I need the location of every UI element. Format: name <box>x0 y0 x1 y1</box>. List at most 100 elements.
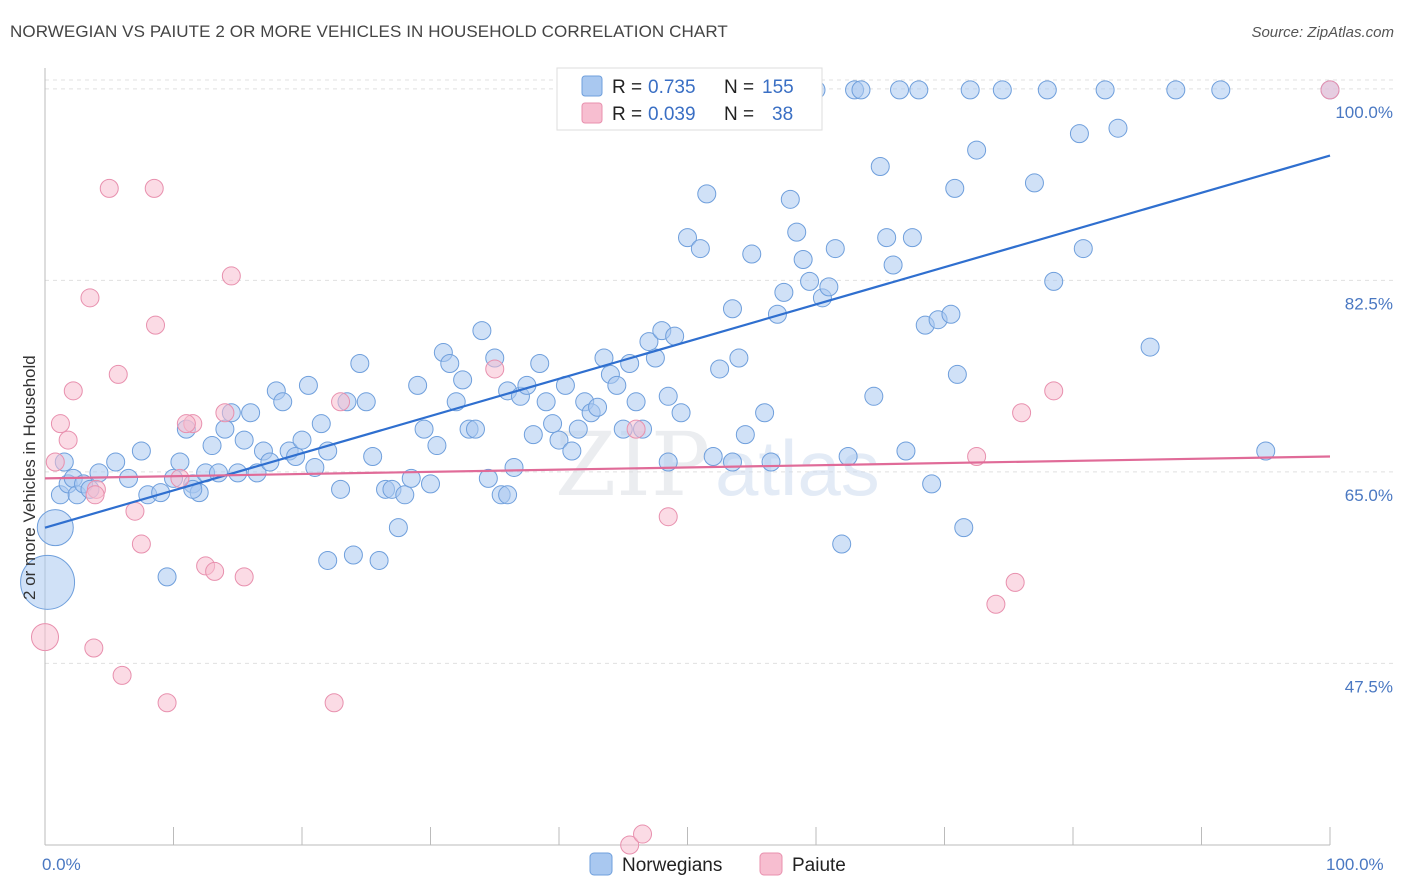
norwegians-point-12 <box>131 441 151 461</box>
norwegians-point-37 <box>298 375 318 395</box>
norwegians-point-44 <box>350 353 370 373</box>
paiute-point-24 <box>331 392 351 412</box>
norwegians-point-111 <box>793 250 813 270</box>
norwegians-point-130 <box>922 474 942 494</box>
norwegians-point-43 <box>343 545 363 565</box>
paiute-point-9 <box>108 364 128 384</box>
x-axis-ticks <box>44 827 1331 845</box>
norwegians-point-134 <box>947 364 967 384</box>
norwegians-point-47 <box>369 550 389 570</box>
correlation-legend: R = 0.735 N = 155 R = 0.039 N = 38 <box>556 67 823 131</box>
paiute-point-33 <box>1012 403 1032 423</box>
y-axis-title: 2 or more Vehicles in Household <box>20 355 39 600</box>
legend-swatch-paiute <box>581 102 603 124</box>
legend-n-label-paiute: N = <box>724 104 754 125</box>
norwegians-points <box>20 80 1340 610</box>
norwegians-point-73 <box>536 392 556 412</box>
norwegians-point-27 <box>234 430 254 450</box>
y-tick-label-3: 100.0% <box>1335 103 1393 122</box>
norwegians-point-117 <box>832 534 852 554</box>
paiute-point-5 <box>80 288 100 308</box>
legend-n-value-paiute: 38 <box>772 104 793 125</box>
norwegians-point-141 <box>1044 271 1064 291</box>
norwegians-point-95 <box>678 228 697 248</box>
norwegians-point-142 <box>1069 124 1089 144</box>
norwegians-point-133 <box>945 178 965 198</box>
paiute-point-8 <box>99 178 119 198</box>
norwegians-point-63 <box>472 321 492 341</box>
norwegians-point-15 <box>157 567 177 587</box>
norwegians-point-33 <box>273 392 293 412</box>
norwegians-point-55 <box>421 474 440 494</box>
paiute-point-26 <box>620 835 640 855</box>
bottom-legend-label-paiute: Paiute <box>792 855 846 876</box>
paiute-point-2 <box>50 414 70 434</box>
paiute-point-32 <box>1005 572 1025 592</box>
paiute-trend-line <box>44 455 1331 480</box>
paiute-point-35 <box>1320 80 1340 100</box>
norwegians-point-22 <box>202 436 222 456</box>
paiute-point-12 <box>131 534 151 554</box>
norwegians-point-110 <box>787 222 807 242</box>
x-tick-label-max: 100.0% <box>1326 855 1384 874</box>
x-tick-label-min: 0.0% <box>42 855 81 874</box>
norwegians-point-150 <box>1256 441 1276 461</box>
norwegians-point-153 <box>318 550 338 570</box>
paiute-point-20 <box>215 403 235 423</box>
norwegians-point-50 <box>388 518 408 538</box>
legend-r-value-paiute: 0.039 <box>648 104 696 125</box>
norwegians-point-1 <box>36 509 74 547</box>
norwegians-point-118 <box>838 447 858 466</box>
legend-r-label-paiute: R = <box>612 104 642 125</box>
norwegians-point-112 <box>800 271 820 291</box>
norwegians-point-56 <box>427 436 447 456</box>
norwegians-point-96 <box>690 239 710 259</box>
paiute-point-22 <box>234 567 254 587</box>
norwegians-point-136 <box>960 80 980 100</box>
norwegians-point-58 <box>440 353 460 373</box>
norwegians-point-87 <box>626 392 646 412</box>
norwegians-point-23 <box>208 463 228 483</box>
norwegians-point-144 <box>1095 80 1115 100</box>
legend-n-label-norwegians: N = <box>724 77 754 98</box>
norwegians-point-140 <box>1037 80 1057 100</box>
norwegians-point-81 <box>588 397 608 417</box>
norwegians-point-68 <box>504 457 524 477</box>
norwegians-point-122 <box>870 156 890 176</box>
norwegians-point-103 <box>735 425 755 445</box>
paiute-point-4 <box>63 381 83 401</box>
chart-title: NORWEGIAN VS PAIUTE 2 OR MORE VEHICLES I… <box>10 22 728 41</box>
norwegians-point-64 <box>478 468 498 488</box>
norwegians-point-97 <box>697 184 717 204</box>
paiute-point-29 <box>658 507 678 527</box>
paiute-point-3 <box>58 430 78 450</box>
paiute-points <box>31 80 1340 855</box>
norwegians-point-89 <box>639 332 659 352</box>
norwegians-point-94 <box>671 403 691 423</box>
norwegians-point-72 <box>530 353 550 373</box>
paiute-point-16 <box>170 468 190 488</box>
paiute-point-13 <box>144 178 164 198</box>
norwegians-point-123 <box>877 228 897 248</box>
norwegians-point-17 <box>170 452 190 472</box>
norwegians-point-53 <box>408 375 428 395</box>
norwegians-point-100 <box>722 299 742 319</box>
norwegians-point-125 <box>890 80 910 100</box>
norwegians-point-52 <box>401 468 421 488</box>
norwegians-point-102 <box>729 348 749 368</box>
norwegians-point-39 <box>311 414 331 434</box>
norwegians-point-60 <box>453 370 473 390</box>
bottom-legend-swatch-paiute <box>759 852 783 876</box>
bottom-legend-swatch-norwegians <box>589 852 613 876</box>
paiute-point-37 <box>85 485 105 505</box>
norwegians-point-146 <box>1140 337 1160 357</box>
paiute-point-25 <box>485 359 505 379</box>
paiute-point-31 <box>986 594 1006 614</box>
norwegians-point-108 <box>774 282 794 302</box>
norwegians-point-128 <box>909 80 929 100</box>
paiute-point-28 <box>633 824 653 844</box>
norwegians-point-148 <box>1211 80 1231 100</box>
norwegians-point-105 <box>755 403 775 423</box>
bottom-legend-label-norwegians: Norwegians <box>622 855 722 876</box>
